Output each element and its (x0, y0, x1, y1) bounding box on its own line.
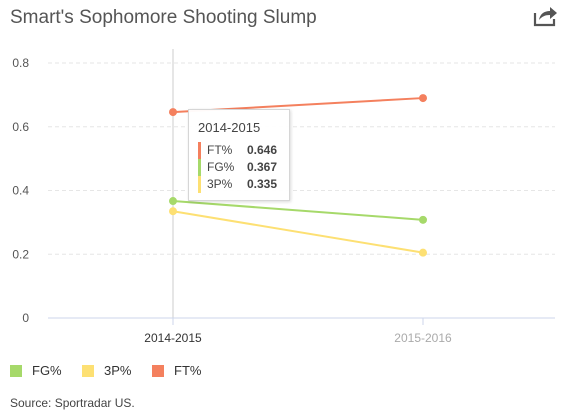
data-point[interactable] (419, 94, 427, 103)
tooltip-series-value: 0.335 (247, 177, 278, 191)
tooltip: 2014-2015 FT% 0.646 FG% 0.367 3P% 0.335 (188, 109, 290, 201)
y-tick-label: 0.6 (12, 120, 29, 134)
tooltip-row-ft: FT% 0.646 (198, 142, 289, 159)
tooltip-title: 2014-2015 (198, 120, 261, 135)
chart-title: Smart's Sophomore Shooting Slump (10, 7, 317, 28)
y-tick-label: 0 (22, 311, 29, 325)
data-point[interactable] (169, 108, 177, 117)
tooltip-series-value: 0.646 (247, 143, 278, 157)
line-chart: 0 0.2 0.4 0.6 0.8 2014-2015 2015-2016 (12, 49, 555, 345)
tooltip-series-value: 0.367 (247, 160, 278, 174)
legend-swatch (10, 365, 22, 377)
series-3p (169, 207, 427, 257)
tooltip-swatch (198, 142, 201, 159)
legend-swatch (152, 365, 164, 377)
tooltip-series-name: 3P% (207, 177, 233, 191)
data-point[interactable] (169, 207, 177, 216)
tooltip-row-3p: 3P% 0.335 (198, 176, 289, 193)
tooltip-swatch (198, 176, 201, 193)
series-line (172, 200, 424, 221)
x-tick-label: 2014-2015 (144, 331, 202, 345)
legend-label: FT% (174, 363, 202, 378)
tooltip-series-name: FG% (207, 160, 235, 174)
share-button[interactable] (533, 4, 559, 28)
data-point[interactable] (419, 215, 427, 224)
series-fg (169, 197, 427, 224)
y-tick-label: 0.2 (12, 247, 29, 261)
source-credit: Source: Sportradar US. (10, 396, 135, 410)
data-point[interactable] (169, 197, 177, 206)
gridlines (48, 62, 555, 255)
tooltip-series-name: FT% (207, 143, 233, 157)
y-axis: 0 0.2 0.4 0.6 0.8 (12, 56, 29, 325)
tooltip-row-fg: FG% 0.367 (198, 159, 289, 176)
y-tick-label: 0.8 (12, 56, 29, 70)
x-tick-label: 2015-2016 (394, 331, 452, 345)
legend-label: FG% (32, 363, 62, 378)
x-axis: 2014-2015 2015-2016 (144, 318, 452, 345)
legend-swatch (82, 365, 94, 377)
legend-label: 3P% (104, 363, 132, 378)
series-line (172, 210, 424, 254)
share-arrow-icon (533, 7, 557, 27)
y-tick-label: 0.4 (12, 184, 29, 198)
tooltip-swatch (198, 159, 201, 176)
data-point[interactable] (419, 248, 427, 257)
